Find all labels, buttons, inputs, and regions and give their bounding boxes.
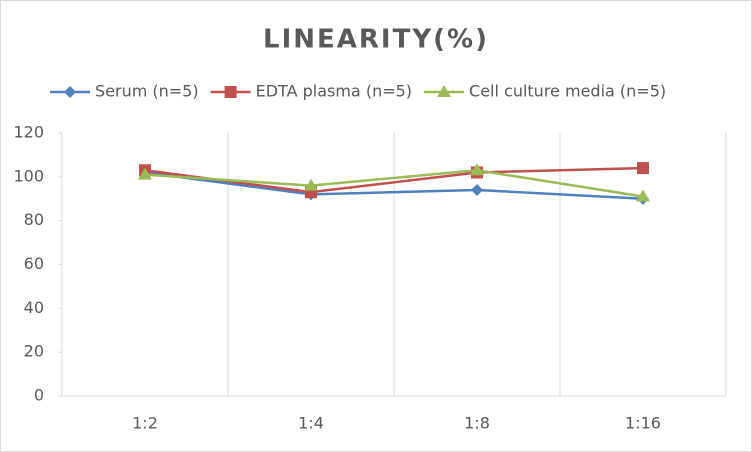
y-tick-label: 20 — [24, 342, 44, 361]
x-tick-label: 1:2 — [132, 414, 158, 433]
x-tick-label: 1:4 — [298, 414, 324, 433]
y-tick-label: 40 — [24, 298, 44, 317]
data-point — [304, 178, 318, 191]
legend-marker — [64, 86, 76, 98]
data-point — [471, 183, 483, 196]
legend-marker — [224, 86, 237, 98]
y-tick-label: 80 — [24, 210, 44, 229]
legend-marker — [437, 85, 452, 97]
series — [138, 163, 650, 202]
legend-item: Serum (n=5) — [50, 82, 199, 101]
x-tick-label: 1:16 — [625, 414, 661, 433]
data-point — [636, 189, 650, 202]
data-point — [470, 163, 484, 176]
x-tick-label: 1:8 — [464, 414, 490, 433]
y-tick-label: 60 — [24, 254, 44, 273]
legend-label: Serum (n=5) — [95, 82, 199, 101]
y-tick-label: 100 — [13, 166, 44, 185]
data-point — [138, 167, 152, 180]
legend-item: EDTA plasma (n=5) — [210, 82, 412, 101]
data-point — [637, 162, 649, 175]
chart-title: LINEARITY(%) — [263, 25, 489, 55]
legend-label: Cell culture media (n=5) — [469, 82, 666, 101]
y-tick-label: 120 — [13, 123, 44, 142]
y-tick-label: 0 — [34, 386, 44, 405]
series-line — [144, 168, 644, 198]
legend-label: EDTA plasma (n=5) — [256, 82, 412, 101]
series-line — [144, 171, 644, 200]
legend-item: Cell culture media (n=5) — [424, 82, 666, 101]
